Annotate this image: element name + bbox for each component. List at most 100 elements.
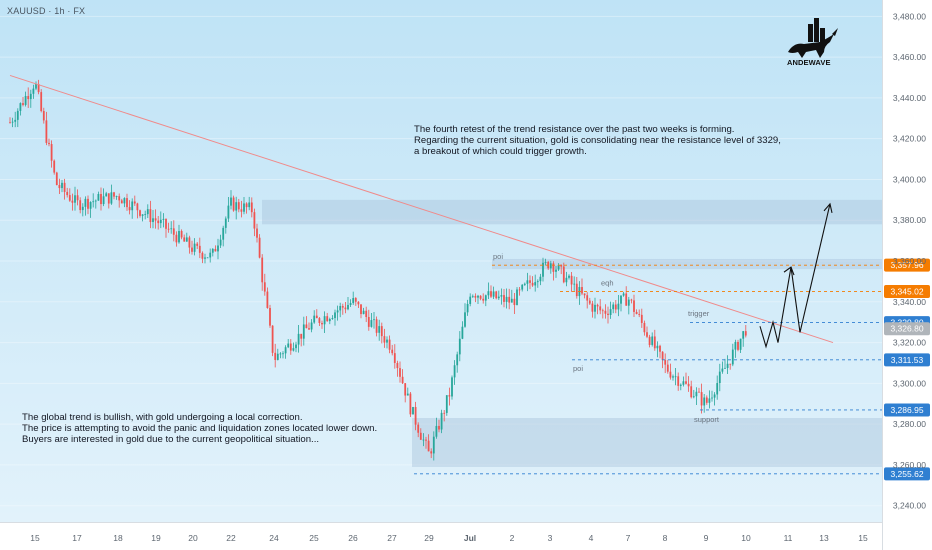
candle-body [682,381,685,385]
candle-body [708,398,711,403]
candle-body [110,192,113,204]
candle-body [510,298,513,303]
candle-body [518,289,521,291]
candle-body [102,196,105,205]
candle-body [219,239,222,246]
candle-body [45,120,48,143]
candle-body [508,296,511,303]
y-tick-label: 3,360.00 [893,256,926,266]
candle-body [256,228,258,238]
candle-body [627,299,630,306]
x-tick-label: 10 [741,533,751,543]
candle-body [50,144,53,161]
candle-body [700,392,703,406]
candle-body [721,368,724,372]
price-tag [884,353,930,367]
candle-body [126,198,128,208]
x-tick-label: 3 [548,533,553,543]
candle-body [331,318,334,319]
candle-body [165,218,167,229]
x-tick-label: 15 [858,533,868,543]
x-tick-label: 15 [30,533,40,543]
candle-body [115,196,118,197]
candle-body [92,201,95,203]
projection-path [759,203,831,349]
candle-body [352,298,355,304]
candle-body [172,228,175,235]
y-tick-label: 3,300.00 [893,378,926,388]
candle-body [32,88,35,94]
price-tag-label: 3,255.62 [890,469,923,479]
candle-body [305,324,308,329]
candle-body [513,298,516,305]
candle-body [549,263,552,269]
candle-body [274,352,277,360]
candle-body [664,360,667,365]
price-axis[interactable] [882,0,932,550]
x-tick-label: Jul [464,533,476,543]
candle-body [635,311,638,314]
candle-body [243,203,245,212]
candle-body [287,343,290,348]
y-tick-label: 3,420.00 [893,134,926,144]
candle-body [438,425,440,430]
symbol-title[interactable]: XAUUSD · 1h · FX [7,6,86,16]
candle-body [536,281,539,283]
candle-body [734,341,737,350]
candle-body [42,110,45,121]
candle-body [448,395,451,397]
candle-body [144,214,147,215]
candle-body [692,396,695,398]
candle-body [271,325,274,353]
y-tick-label: 3,320.00 [893,338,926,348]
candle-body [417,424,420,433]
x-tick-label: 4 [589,533,594,543]
candle-body [159,219,162,224]
x-tick-label: 19 [151,533,161,543]
plot-area[interactable] [0,0,882,522]
candle-body [542,262,544,277]
candle-body [198,245,201,253]
candle-body [289,343,292,351]
candle-body [344,307,347,310]
time-axis[interactable] [0,522,882,550]
candle-body [360,304,362,315]
candle-body [612,304,615,310]
candle-body [63,182,66,192]
candle-body [188,237,191,248]
candle-body [276,353,279,360]
candle-body [193,243,196,252]
candle-body [594,304,596,312]
candle-body [487,291,490,296]
candle-body [575,283,578,297]
candle-body [79,200,82,211]
candle-body [651,336,654,345]
bull-logo-icon [788,18,838,58]
candle-body [61,182,63,189]
candle-body [105,193,108,197]
candle-body [544,261,547,263]
zone-label: poi [493,252,503,261]
x-tick-label: 8 [663,533,668,543]
candle-body [334,312,336,319]
candle-body [154,218,157,221]
price-zone [262,199,882,225]
x-tick-label: 26 [348,533,358,543]
candle-body [107,193,110,204]
candle-body [35,83,37,89]
candle-body [588,300,591,304]
candle-body [167,228,170,230]
candle-body [211,248,214,253]
candle-body [500,295,503,297]
candle-body [162,218,165,220]
candle-body [724,367,726,369]
candle-body [128,207,131,211]
candle-body [40,92,43,111]
candle-body [711,397,713,399]
price-tag [884,258,930,272]
x-tick-label: 11 [784,533,793,543]
candle-body [443,412,446,414]
candle-body [531,282,534,286]
candle-body [94,200,97,202]
